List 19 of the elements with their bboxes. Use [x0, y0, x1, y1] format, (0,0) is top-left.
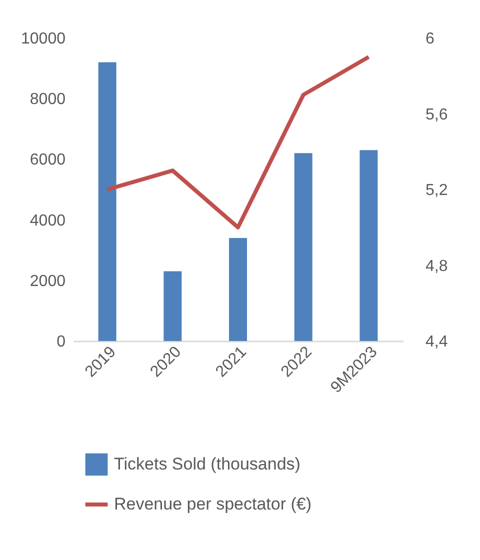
y2-tick-label: 6 [426, 30, 434, 48]
y-tick-label: 0 [56, 334, 66, 350]
legend-label: Tickets Sold (thousands) [114, 454, 300, 474]
bar [98, 62, 116, 341]
bar [360, 150, 378, 341]
y2-tick-label: 5,2 [426, 182, 448, 199]
y-tick-label: 2000 [30, 272, 66, 290]
y2-tick-label: 4,4 [426, 334, 448, 350]
y2-tick-label: 4,8 [426, 258, 448, 275]
y-tick-label: 8000 [30, 91, 66, 108]
bar [294, 153, 312, 341]
y-tick-label: 10000 [21, 30, 66, 48]
y-tick-label: 6000 [30, 152, 66, 169]
y2-tick-label: 5,6 [426, 106, 448, 124]
bar [229, 238, 247, 341]
bar [164, 271, 182, 341]
line-series [105, 54, 371, 230]
legend-label: Revenue per spectator (€) [114, 494, 312, 514]
y-tick-label: 4000 [30, 212, 66, 230]
